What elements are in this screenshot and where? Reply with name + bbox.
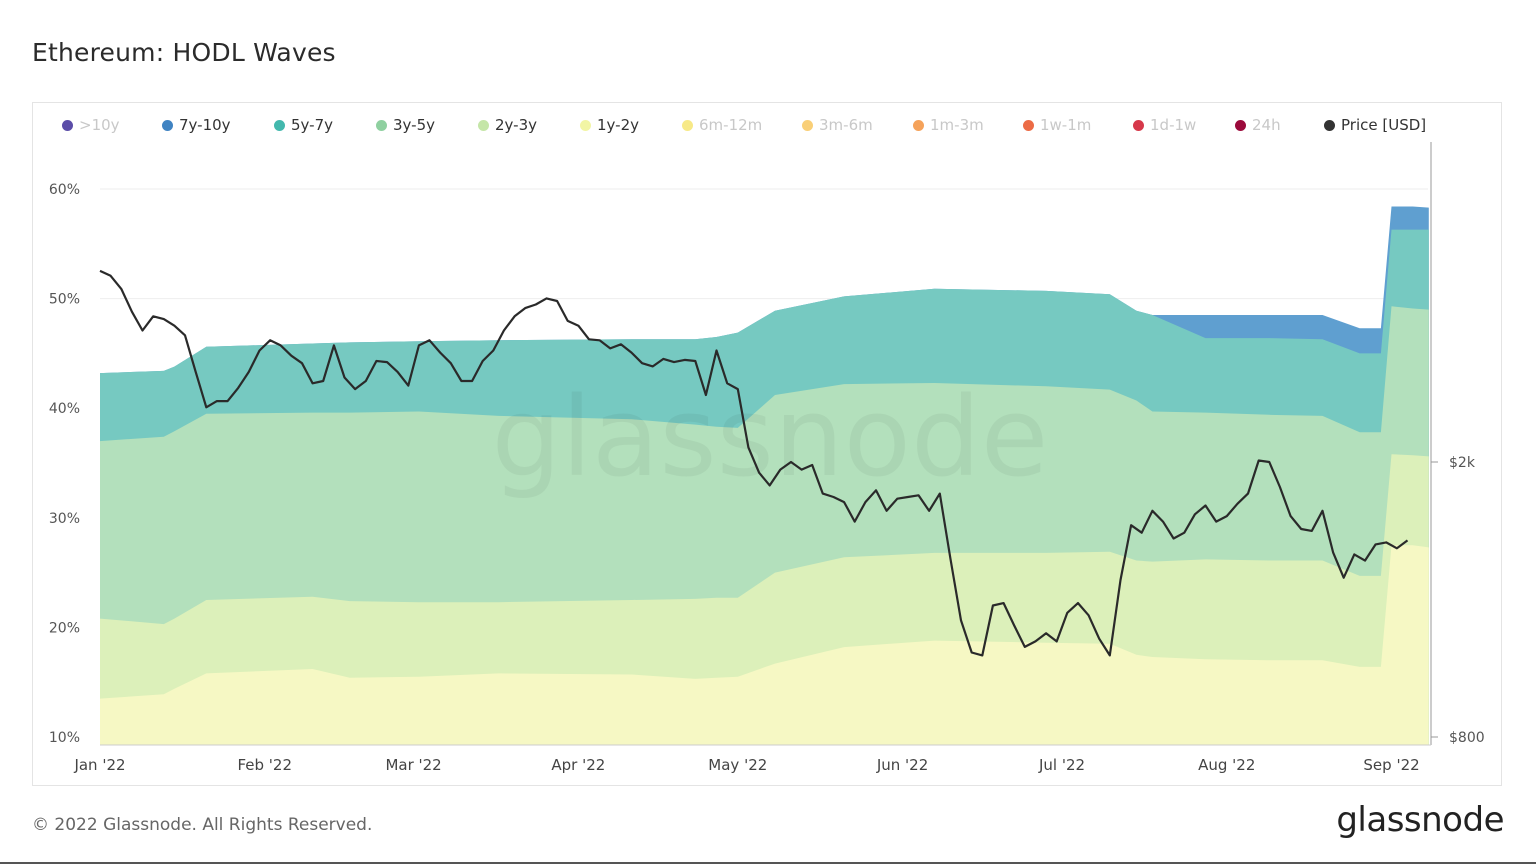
legend-dot-icon <box>376 119 387 131</box>
legend-item-1y-2y[interactable]: 1y-2y <box>580 116 639 134</box>
chart-legend: >10y 7y-10y 5y-7y 3y-5y 2y-3y 1y-2y 6m-12m 3m-6… <box>62 116 1462 138</box>
x-tick-label: Feb '22 <box>237 756 292 774</box>
legend-label: 3m-6m <box>819 116 873 134</box>
area-1y-2y <box>100 545 1429 745</box>
y-right-tick-label: $2k <box>1449 455 1476 471</box>
legend-item-7y-10y[interactable]: 7y-10y <box>162 116 231 134</box>
legend-dot-icon <box>580 119 591 131</box>
legend-dot-icon <box>1324 119 1335 131</box>
copyright-text: © 2022 Glassnode. All Rights Reserved. <box>32 815 373 835</box>
legend-label: 6m-12m <box>699 116 763 134</box>
y-left-tick-label: 30% <box>49 511 80 527</box>
legend-item-1d-1w[interactable]: 1d-1w <box>1133 116 1196 134</box>
legend-item-1w-1m[interactable]: 1w-1m <box>1023 116 1091 134</box>
legend-item-6m-12m[interactable]: 6m-12m <box>682 116 762 134</box>
legend-label: 3y-5y <box>393 116 435 134</box>
x-tick-label: Aug '22 <box>1198 756 1255 774</box>
watermark: glassnode <box>492 373 1049 501</box>
y-left-tick-label: 10% <box>49 730 80 746</box>
legend-dot-icon <box>913 119 924 131</box>
price-line <box>99 269 1409 657</box>
legend-label: 1d-1w <box>1150 116 1197 134</box>
x-tick-label: Jun '22 <box>876 756 928 774</box>
legend-item-3m-6m[interactable]: 3m-6m <box>802 116 873 134</box>
legend-item-3y-5y[interactable]: 3y-5y <box>376 116 435 134</box>
x-tick-label: Sep '22 <box>1363 756 1419 774</box>
x-tick-label: Apr '22 <box>551 756 605 774</box>
legend-label: 1m-3m <box>930 116 984 134</box>
legend-label: 2y-3y <box>495 116 537 134</box>
x-tick-label: Jan '22 <box>73 756 125 774</box>
legend-item-1m-3m[interactable]: 1m-3m <box>913 116 984 134</box>
brand-logo[interactable]: glassnode <box>1336 800 1504 840</box>
y-right-tick-label: $800 <box>1449 730 1485 746</box>
legend-label: 7y-10y <box>179 116 231 134</box>
chart-title: Ethereum: HODL Waves <box>32 38 336 67</box>
legend-dot-icon <box>1235 119 1246 131</box>
y-left-tick-label: 60% <box>49 182 80 198</box>
legend-item-10y[interactable]: >10y <box>62 116 120 134</box>
legend-item-24h[interactable]: 24h <box>1235 116 1281 134</box>
legend-label: 24h <box>1252 116 1281 134</box>
legend-dot-icon <box>62 119 73 131</box>
legend-label: 1w-1m <box>1040 116 1092 134</box>
legend-dot-icon <box>162 119 173 131</box>
x-tick-label: Jul '22 <box>1038 756 1085 774</box>
legend-item-5y-7y[interactable]: 5y-7y <box>274 116 333 134</box>
legend-item-price-usd[interactable]: Price [USD] <box>1324 116 1426 134</box>
legend-label: >10y <box>79 116 120 134</box>
y-left-tick-label: 40% <box>49 401 80 417</box>
legend-item-2y-3y[interactable]: 2y-3y <box>478 116 537 134</box>
legend-dot-icon <box>274 119 285 131</box>
x-tick-label: May '22 <box>708 756 767 774</box>
legend-dot-icon <box>802 119 813 131</box>
legend-label: 5y-7y <box>291 116 333 134</box>
legend-dot-icon <box>1023 119 1034 131</box>
x-tick-label: Mar '22 <box>385 756 441 774</box>
legend-dot-icon <box>478 119 489 131</box>
chart-frame <box>32 102 1502 786</box>
legend-label: Price [USD] <box>1341 116 1427 134</box>
legend-label: 1y-2y <box>597 116 639 134</box>
y-left-tick-label: 50% <box>49 292 80 308</box>
legend-dot-icon <box>1133 119 1144 131</box>
legend-dot-icon <box>682 119 693 131</box>
bottom-divider <box>0 862 1536 864</box>
y-left-tick-label: 20% <box>49 620 80 636</box>
